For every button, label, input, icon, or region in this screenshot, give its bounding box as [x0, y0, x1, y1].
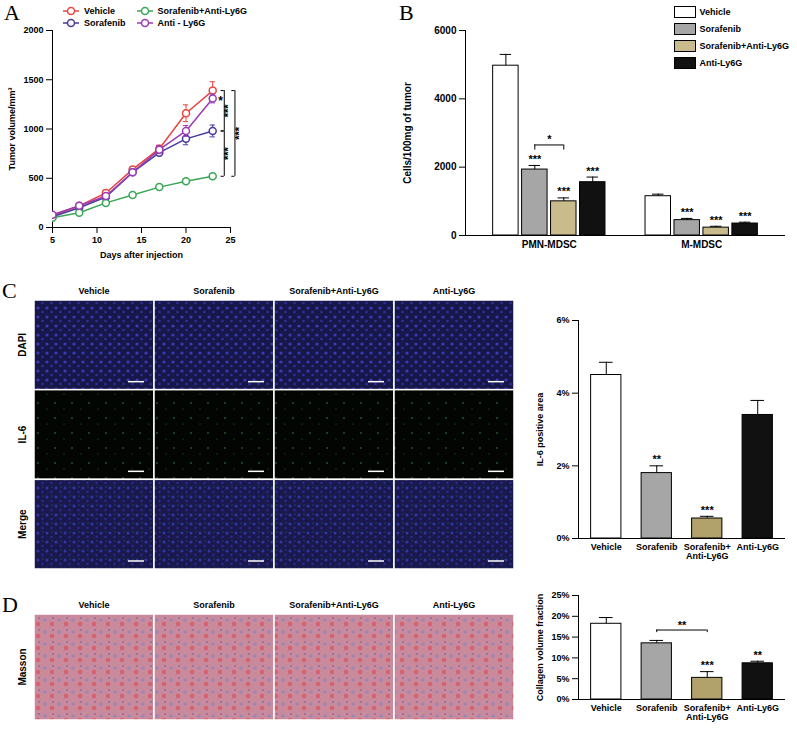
- svg-text:Collagen volume fraction: Collagen volume fraction: [535, 594, 545, 702]
- svg-text:Anti-Ly6G: Anti-Ly6G: [736, 542, 779, 552]
- svg-text:Anti-Ly6G: Anti-Ly6G: [736, 703, 779, 713]
- svg-text:10%: 10%: [551, 653, 569, 663]
- svg-text:Anti-Ly6G: Anti-Ly6G: [433, 600, 476, 610]
- svg-text:***: ***: [222, 146, 234, 160]
- svg-text:25%: 25%: [551, 590, 569, 600]
- svg-text:25: 25: [225, 235, 235, 245]
- svg-text:Sorafenib: Sorafenib: [636, 542, 678, 552]
- svg-text:Cells/100mg of tumor: Cells/100mg of tumor: [402, 82, 413, 184]
- svg-text:PMN-MDSC: PMN-MDSC: [522, 239, 577, 250]
- svg-text:Sorafenib+Anti-Ly6G: Sorafenib+Anti-Ly6G: [684, 703, 731, 722]
- svg-text:2000: 2000: [23, 25, 43, 35]
- svg-text:***: ***: [701, 659, 715, 671]
- html-text:Vehicle: Vehicle: [699, 7, 731, 17]
- svg-text:1500: 1500: [23, 75, 43, 85]
- html-text:Sorafenib: Sorafenib: [84, 18, 126, 28]
- svg-text:0%: 0%: [556, 694, 569, 704]
- svg-text:**: **: [652, 453, 661, 465]
- svg-text:Sorafenib: Sorafenib: [193, 600, 235, 610]
- svg-text:5: 5: [50, 235, 55, 245]
- svg-text:4000: 4000: [434, 93, 457, 104]
- svg-text:IL-6: IL-6: [17, 425, 28, 443]
- svg-text:***: ***: [233, 126, 245, 140]
- svg-text:Sorafenib: Sorafenib: [636, 703, 678, 713]
- html-text:Anti-Ly6G: Anti-Ly6G: [699, 58, 743, 68]
- svg-text:**: **: [678, 619, 687, 631]
- html-text:A: A: [4, 0, 20, 25]
- svg-text:Masson: Masson: [17, 648, 28, 685]
- svg-text:**: **: [753, 649, 762, 661]
- html-text:Sorafenib+Anti-Ly6G: Sorafenib+Anti-Ly6G: [699, 41, 789, 51]
- svg-text:0%: 0%: [556, 533, 569, 543]
- svg-text:Anti-Ly6G: Anti-Ly6G: [433, 286, 476, 296]
- svg-text:IL-6 positive area: IL-6 positive area: [535, 392, 545, 467]
- svg-text:***: ***: [710, 214, 724, 226]
- svg-text:6000: 6000: [434, 25, 457, 36]
- svg-text:2000: 2000: [434, 161, 457, 172]
- svg-text:Vehicle: Vehicle: [78, 600, 109, 610]
- html-text:Sorafenib+Anti-Ly6G: Sorafenib+Anti-Ly6G: [157, 6, 247, 16]
- html-text:Sorafenib: Sorafenib: [699, 24, 742, 34]
- svg-text:Sorafenib: Sorafenib: [193, 286, 235, 296]
- svg-text:Sorafenib+Anti-Ly6G: Sorafenib+Anti-Ly6G: [289, 600, 378, 610]
- svg-text:Vehicle: Vehicle: [591, 542, 622, 552]
- svg-text:5%: 5%: [556, 674, 569, 684]
- svg-text:***: ***: [222, 104, 234, 118]
- svg-text:1000: 1000: [23, 124, 43, 134]
- svg-text:0: 0: [38, 222, 43, 232]
- svg-text:Merge: Merge: [17, 509, 28, 539]
- svg-text:20: 20: [181, 235, 191, 245]
- svg-text:20%: 20%: [551, 611, 569, 621]
- svg-text:Days after injection: Days after injection: [100, 250, 183, 260]
- svg-text:DAPI: DAPI: [17, 333, 28, 357]
- html-text:B: B: [399, 0, 414, 25]
- svg-text:Vehicle: Vehicle: [591, 703, 622, 713]
- html-text:Vehicle: Vehicle: [84, 6, 115, 16]
- svg-text:D: D: [2, 592, 18, 617]
- svg-text:15: 15: [136, 235, 146, 245]
- svg-text:Sorafenib+Anti-Ly6G: Sorafenib+Anti-Ly6G: [289, 286, 378, 296]
- svg-text:10: 10: [92, 235, 102, 245]
- svg-text:M-MDSC: M-MDSC: [681, 239, 722, 250]
- svg-text:Vehicle: Vehicle: [78, 286, 109, 296]
- svg-text:15%: 15%: [551, 632, 569, 642]
- html-text:Anti - Ly6G: Anti - Ly6G: [157, 18, 206, 28]
- svg-text:***: ***: [739, 210, 753, 222]
- svg-text:***: ***: [681, 206, 695, 218]
- svg-text:2%: 2%: [556, 461, 569, 471]
- svg-text:***: ***: [528, 153, 542, 165]
- svg-text:C: C: [2, 278, 17, 303]
- svg-text:4%: 4%: [556, 388, 569, 398]
- svg-text:***: ***: [586, 165, 600, 177]
- svg-text:Sorafenib+Anti-Ly6G: Sorafenib+Anti-Ly6G: [684, 542, 731, 561]
- svg-text:Tumor volume/mm³: Tumor volume/mm³: [7, 88, 17, 171]
- svg-text:*: *: [547, 133, 552, 145]
- svg-text:500: 500: [28, 173, 43, 183]
- svg-text:0: 0: [451, 230, 457, 241]
- svg-text:***: ***: [701, 504, 715, 516]
- svg-text:6%: 6%: [556, 315, 569, 325]
- svg-text:***: ***: [557, 185, 571, 197]
